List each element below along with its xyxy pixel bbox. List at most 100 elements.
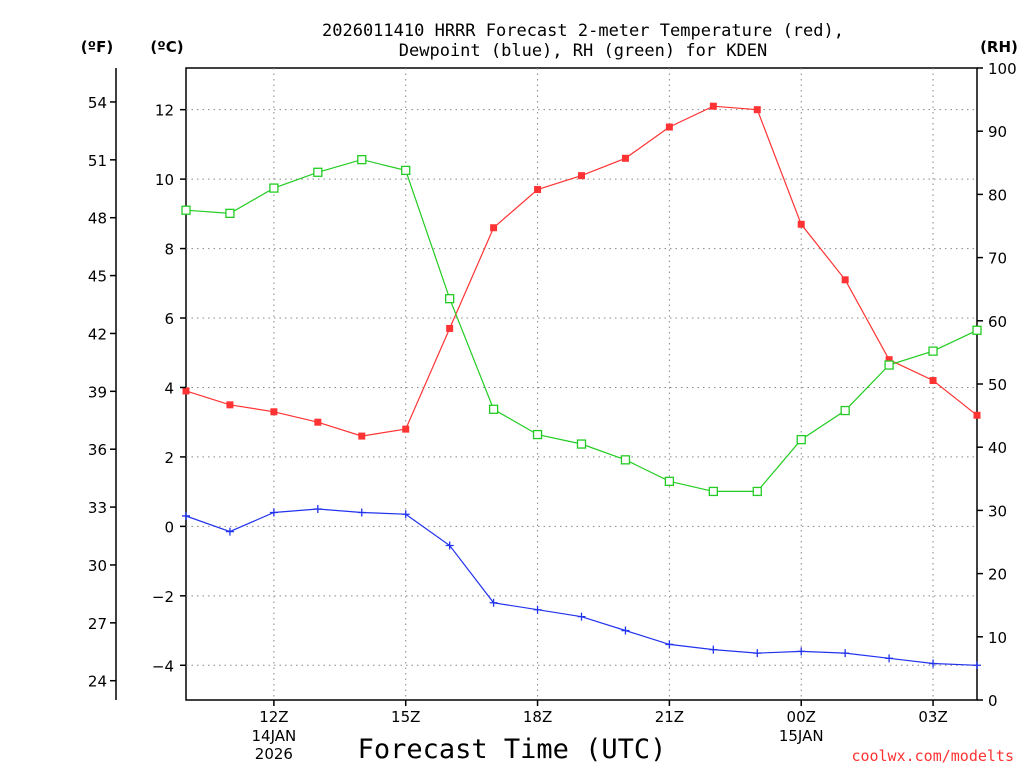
temperature-point [797,220,805,228]
temperature-point [490,224,498,232]
dewpoint-point [621,626,630,635]
temperature-point [402,425,410,433]
rh-point [445,294,455,304]
temperature-point [270,408,278,416]
chart-title-line-1: 2026011410 HRRR Forecast 2-meter Tempera… [322,21,844,41]
rh-point [620,455,631,465]
fahrenheit-tick-label: 48 [88,210,107,228]
dewpoint-point [401,510,410,519]
fahrenheit-tick-label: 27 [88,615,107,633]
rh-point [269,183,279,193]
rh-tick-label: 30 [988,502,1007,520]
dewpoint-point [182,511,190,520]
fahrenheit-tick-label: 39 [88,383,107,401]
rh-tick-label: 100 [988,60,1017,78]
fahrenheit-tick-label: 42 [88,325,107,343]
fahrenheit-axis-unit: (ºF) [81,38,113,56]
rh-tick-label: 70 [988,250,1007,268]
rh-point [488,404,499,414]
dewpoint-point [489,598,498,607]
x-tick-label: 18Z [523,708,552,726]
dewpoint-point [841,649,850,658]
x-tick-sublabel: 15JAN [779,727,824,745]
fahrenheit-tick-label: 30 [88,557,107,575]
dewpoint-point [665,640,674,649]
dewpoint-point [885,654,894,663]
celsius-tick-label: −2 [152,588,174,606]
fahrenheit-tick-label: 45 [88,268,107,286]
dewpoint-point [973,661,981,670]
temperature-point [885,356,893,364]
dewpoint-point [577,612,586,621]
fahrenheit-tick-label: 54 [88,94,107,112]
rh-point [532,429,543,440]
dewpoint-point [357,508,366,517]
temperature-point [182,387,190,395]
x-tick-label: 03Z [918,708,947,726]
x-tick-label: 00Z [787,708,816,726]
temperature-series [182,102,981,440]
rh-point [576,439,587,449]
rh-axis-unit: (RH) [980,38,1018,56]
x-tick-label: 21Z [655,708,684,726]
rh-point [884,360,894,370]
rh-point [796,434,806,445]
temperature-point [358,432,366,440]
fahrenheit-tick-label: 36 [88,441,107,459]
rh-series [181,154,982,497]
rh-point [972,325,982,335]
temperature-point [841,276,849,284]
dewpoint-point [929,659,938,668]
rh-tick-label: 20 [988,566,1007,584]
rh-point [664,476,675,486]
data-series [181,102,982,670]
celsius-tick-label: 6 [164,310,174,328]
temperature-point [973,411,981,419]
dewpoint-point [269,508,278,517]
temperature-point [621,154,629,162]
dewpoint-point [313,505,322,514]
rh-point [313,167,323,177]
celsius-tick-label: 0 [164,518,174,536]
celsius-tick-label: 8 [164,241,174,259]
temperature-point [534,186,542,194]
rh-tick-label: 60 [988,313,1007,331]
temperature-point [753,106,761,114]
temperature-point [665,123,673,131]
dewpoint-point [709,645,718,654]
rh-point [752,486,762,497]
x-axis-title: Forecast Time (UTC) [358,734,667,765]
fahrenheit-tick-label: 24 [88,673,107,691]
x-tick-label: 15Z [391,708,420,726]
dewpoint-point [225,527,234,536]
chart-title-line-2: Dewpoint (blue), RH (green) for KDEN [399,41,767,61]
rh-tick-label: 0 [988,692,998,710]
celsius-tick-label: 4 [164,379,174,397]
plot-area [185,67,978,701]
temperature-point [226,401,234,409]
dewpoint-point [445,541,454,550]
rh-point [401,165,411,176]
celsius-axis-unit: (ºC) [150,38,183,56]
fahrenheit-tick-label: 51 [88,152,107,170]
rh-point [708,486,718,497]
temperature-point [314,418,322,426]
dewpoint-point [797,647,806,656]
axis-ticks: −4−2024681012242730333639424548515401020… [88,60,1017,763]
rh-point [357,154,367,165]
x-tick-sublabel: 14JAN [252,727,297,745]
temperature-point [929,377,937,385]
credit-text: coolwx.com/modelts [851,747,1014,765]
rh-point [181,205,191,215]
celsius-tick-label: 2 [164,449,174,467]
temperature-point [578,172,585,180]
rh-tick-label: 50 [988,376,1007,394]
dewpoint-series [182,505,981,670]
rh-point [840,405,850,416]
rh-point [225,208,235,219]
rh-point [928,346,938,356]
x-tick-label: 12Z [259,708,288,726]
rh-tick-label: 80 [988,186,1007,204]
rh-tick-label: 10 [988,629,1007,647]
dewpoint-point [533,605,542,614]
